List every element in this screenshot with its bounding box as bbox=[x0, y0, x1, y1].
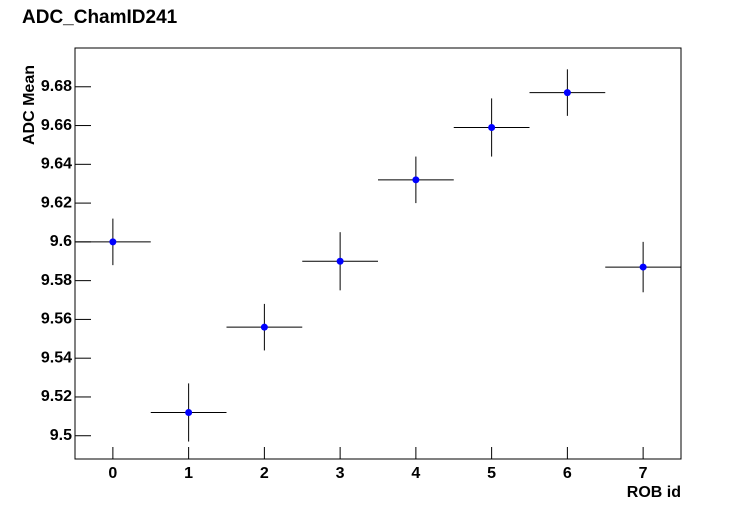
y-tick-label: 9.66 bbox=[41, 117, 72, 134]
y-axis-label: ADC Mean bbox=[21, 65, 38, 145]
x-tick-label: 7 bbox=[639, 465, 648, 482]
data-point bbox=[639, 263, 647, 271]
data-point bbox=[488, 123, 496, 131]
y-tick-label: 9.5 bbox=[50, 427, 72, 444]
chart-title: ADC_ChamID241 bbox=[22, 7, 178, 28]
y-tick-label: 9.68 bbox=[41, 78, 72, 95]
data-point bbox=[109, 238, 117, 246]
data-point bbox=[336, 257, 344, 265]
data-point bbox=[412, 176, 420, 184]
x-tick-label: 3 bbox=[336, 465, 345, 482]
x-tick-label: 6 bbox=[563, 465, 572, 482]
x-tick-label: 2 bbox=[260, 465, 269, 482]
y-tick-label: 9.56 bbox=[41, 311, 72, 328]
y-tick-label: 9.58 bbox=[41, 272, 72, 289]
data-point bbox=[260, 323, 268, 331]
x-tick-label: 0 bbox=[108, 465, 117, 482]
x-tick-label: 4 bbox=[411, 465, 420, 482]
x-axis-label: ROB id bbox=[627, 484, 681, 501]
y-tick-label: 9.52 bbox=[41, 388, 72, 405]
data-point bbox=[185, 408, 193, 416]
x-tick-label: 1 bbox=[184, 465, 193, 482]
y-tick-label: 9.54 bbox=[41, 349, 72, 366]
y-tick-label: 9.6 bbox=[50, 233, 72, 250]
y-tick-label: 9.62 bbox=[41, 194, 72, 211]
data-point bbox=[563, 89, 571, 97]
plot-frame bbox=[74, 47, 682, 460]
x-tick-label: 5 bbox=[487, 465, 496, 482]
y-tick-label: 9.64 bbox=[41, 156, 72, 173]
